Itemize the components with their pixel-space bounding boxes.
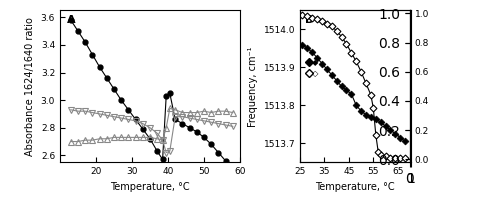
Y-axis label: Absorbance 1624/1640 ratio: Absorbance 1624/1640 ratio xyxy=(25,17,35,156)
X-axis label: Temperature, °C: Temperature, °C xyxy=(315,182,395,192)
X-axis label: Temperature, °C: Temperature, °C xyxy=(110,182,190,192)
Legend: ◆, ◇: ◆, ◇ xyxy=(306,57,320,80)
Y-axis label: Frequency, cm⁻¹: Frequency, cm⁻¹ xyxy=(248,46,258,127)
Text: A: A xyxy=(67,15,76,25)
Text: B: B xyxy=(306,15,314,25)
